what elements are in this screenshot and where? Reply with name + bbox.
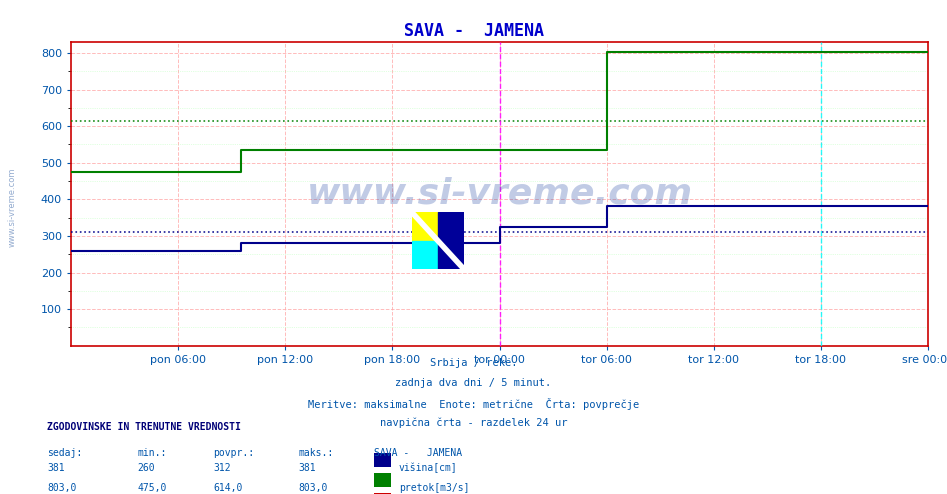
- Text: pretok[m3/s]: pretok[m3/s]: [399, 483, 469, 493]
- Text: 803,0: 803,0: [298, 483, 328, 493]
- Text: ZGODOVINSKE IN TRENUTNE VREDNOSTI: ZGODOVINSKE IN TRENUTNE VREDNOSTI: [47, 422, 241, 432]
- Text: 614,0: 614,0: [213, 483, 242, 493]
- Bar: [438, 212, 464, 269]
- Text: www.si-vreme.com: www.si-vreme.com: [8, 168, 17, 247]
- Text: SAVA -   JAMENA: SAVA - JAMENA: [374, 448, 462, 458]
- Text: Srbija / reke.: Srbija / reke.: [430, 358, 517, 368]
- Text: višina[cm]: višina[cm]: [399, 463, 457, 473]
- Text: 260: 260: [137, 463, 155, 473]
- Bar: [412, 241, 438, 269]
- Text: zadnja dva dni / 5 minut.: zadnja dva dni / 5 minut.: [396, 378, 551, 388]
- Text: Meritve: maksimalne  Enote: metrične  Črta: povprečje: Meritve: maksimalne Enote: metrične Črta…: [308, 398, 639, 410]
- Text: 312: 312: [213, 463, 231, 473]
- Text: sedaj:: sedaj:: [47, 448, 82, 458]
- Text: 381: 381: [47, 463, 65, 473]
- Text: 803,0: 803,0: [47, 483, 77, 493]
- Text: 381: 381: [298, 463, 316, 473]
- Text: povpr.:: povpr.:: [213, 448, 254, 458]
- Text: 475,0: 475,0: [137, 483, 167, 493]
- Text: navpična črta - razdelek 24 ur: navpična črta - razdelek 24 ur: [380, 417, 567, 428]
- Text: SAVA -  JAMENA: SAVA - JAMENA: [403, 22, 544, 40]
- Text: maks.:: maks.:: [298, 448, 333, 458]
- Bar: [412, 212, 438, 241]
- Text: www.si-vreme.com: www.si-vreme.com: [307, 177, 692, 211]
- Text: min.:: min.:: [137, 448, 167, 458]
